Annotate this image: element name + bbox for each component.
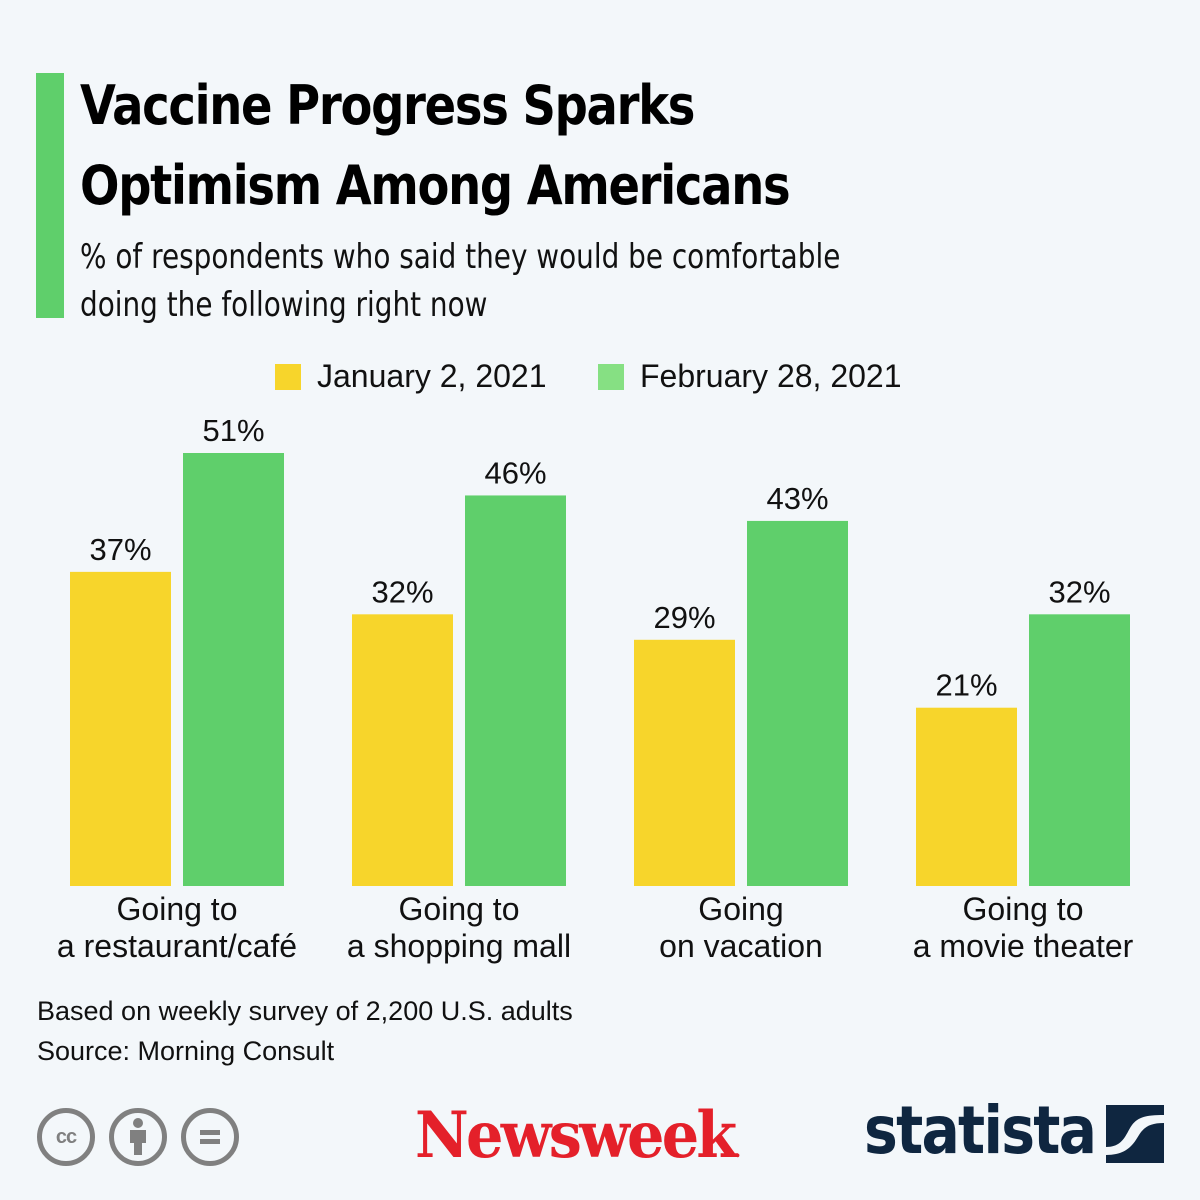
legend-swatch-jan — [275, 363, 301, 390]
data-label-jan-3: 21% — [935, 668, 997, 703]
bar-feb-0 — [183, 453, 284, 886]
bar-feb-3 — [1029, 614, 1130, 886]
data-label-jan-0: 37% — [89, 532, 151, 567]
category-label-0-line-0: Going to — [116, 891, 238, 927]
source-note: Source: Morning Consult — [37, 1036, 335, 1066]
data-label-feb-3: 32% — [1048, 574, 1110, 609]
data-label-feb-1: 46% — [484, 455, 546, 490]
chart-subtitle-line-1: % of respondents who said they would be … — [80, 237, 841, 277]
statista-logo-icon[interactable] — [1106, 1105, 1164, 1163]
newsweek-logo-dot: . — [734, 1138, 740, 1162]
data-label-jan-2: 29% — [653, 600, 715, 635]
equals-glyph — [200, 1130, 220, 1144]
chart-title-line-1: Vaccine Progress Sparks — [80, 74, 695, 137]
bar-feb-2 — [747, 520, 848, 886]
chart-title-line-2: Optimism Among Americans — [80, 154, 791, 217]
category-label-2: Going on vacation — [591, 891, 891, 965]
legend-label-feb: February 28, 2021 — [640, 358, 902, 394]
survey-note: Based on weekly survey of 2,200 U.S. adu… — [37, 996, 573, 1026]
license-icons: cc — [37, 1108, 239, 1166]
legend-swatch-feb — [598, 363, 624, 390]
category-label-0: Going to a restaurant/café — [27, 891, 327, 965]
no-derivatives-icon[interactable] — [181, 1108, 239, 1166]
newsweek-logo[interactable]: Newsweek. — [415, 1098, 741, 1173]
category-label-1-line-1: a shopping mall — [346, 928, 572, 964]
bar-feb-1 — [465, 495, 566, 886]
chart-subtitle: % of respondents who said they would be … — [80, 233, 840, 329]
title-accent-bar — [36, 73, 64, 318]
bar-jan-1 — [352, 614, 453, 886]
category-label-1: Going to a shopping mall — [309, 891, 609, 965]
legend-label-jan: January 2, 2021 — [317, 358, 547, 394]
legend-item-jan: January 2, 2021 — [275, 358, 547, 395]
category-label-1-line-0: Going to — [398, 891, 520, 927]
cc-icon[interactable]: cc — [37, 1108, 95, 1166]
category-label-3-line-0: Going to — [962, 891, 1084, 927]
person-glyph — [130, 1118, 146, 1155]
data-label-jan-1: 32% — [371, 574, 433, 609]
legend-item-feb: February 28, 2021 — [598, 358, 902, 395]
cc-icon-text: cc — [55, 1125, 77, 1148]
category-label-3-line-1: a movie theater — [912, 928, 1134, 964]
legend: January 2, 2021 February 28, 2021 — [0, 358, 1200, 398]
category-label-2-line-1: on vacation — [659, 928, 823, 964]
bar-chart: 37% 51% 32% 46% 29% 43% 21% 32% — [70, 413, 1130, 886]
category-label-0-line-1: a restaurant/café — [56, 928, 298, 964]
data-label-feb-2: 43% — [766, 481, 828, 516]
data-label-feb-0: 51% — [202, 413, 264, 448]
chart-subtitle-line-2: doing the following right now — [80, 285, 488, 325]
attribution-icon[interactable] — [109, 1108, 167, 1166]
bar-jan-0 — [70, 571, 171, 886]
statista-logo[interactable]: statista — [864, 1092, 1097, 1169]
bar-jan-2 — [634, 639, 735, 886]
chart-title: Vaccine Progress Sparks Optimism Among A… — [80, 66, 791, 226]
category-label-3: Going to a movie theater — [873, 891, 1173, 965]
category-label-2-line-0: Going — [698, 891, 784, 927]
newsweek-logo-text: Newsweek — [415, 1098, 737, 1173]
bar-jan-3 — [916, 707, 1017, 886]
